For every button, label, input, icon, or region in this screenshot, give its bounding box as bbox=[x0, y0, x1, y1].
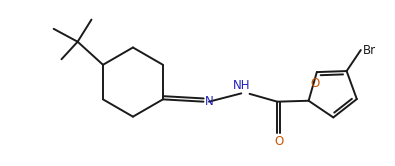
Text: O: O bbox=[274, 135, 283, 148]
Text: O: O bbox=[310, 77, 319, 90]
Text: Br: Br bbox=[363, 43, 376, 57]
Text: NH: NH bbox=[233, 79, 250, 91]
Text: N: N bbox=[205, 95, 214, 108]
